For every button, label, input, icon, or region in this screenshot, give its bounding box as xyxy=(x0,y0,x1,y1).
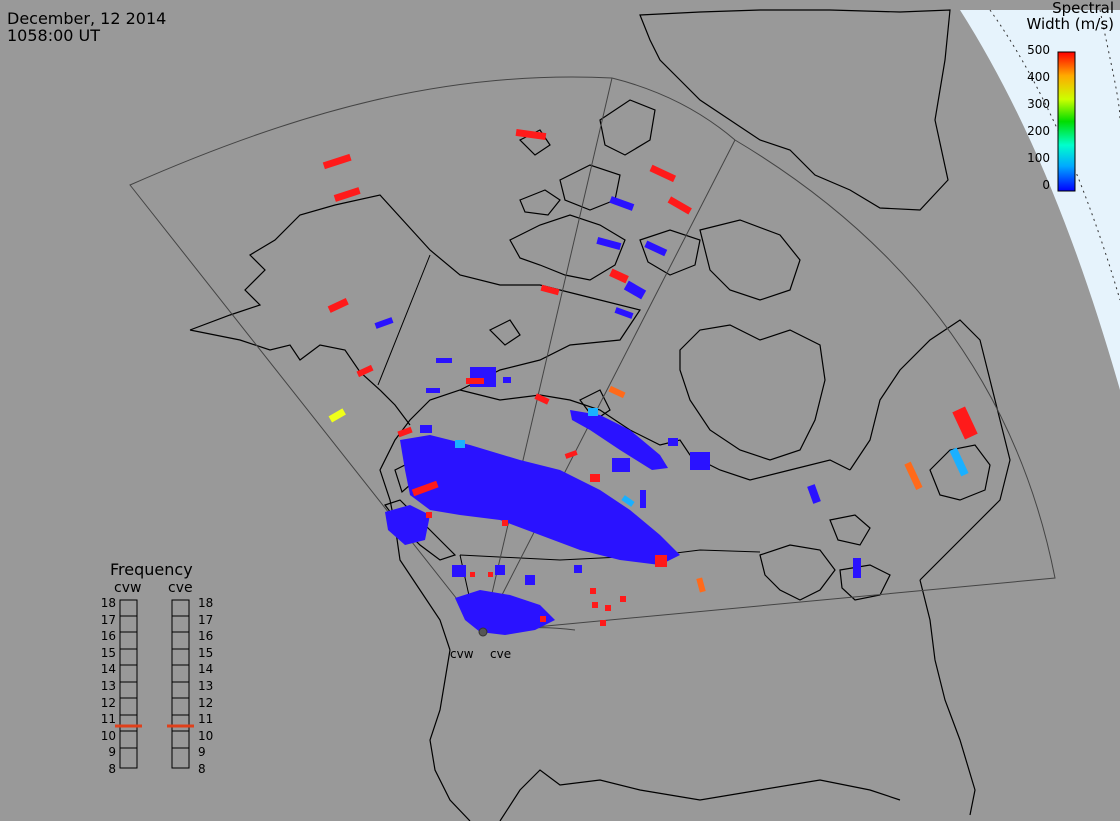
timestamp-header: December, 12 2014 1058:00 UT xyxy=(7,10,166,44)
frequency-tick-left: 18 xyxy=(100,596,116,610)
colorbar-tick: 100 xyxy=(1027,151,1050,165)
colorbar-tick: 300 xyxy=(1027,97,1050,111)
colorbar-title-line1: Spectral xyxy=(1052,0,1114,17)
frequency-tick-left: 14 xyxy=(100,662,116,677)
frequency-tick-right: 18 xyxy=(198,596,214,610)
backscatter-cells-lightblue xyxy=(455,408,969,507)
backscatter-cells-red xyxy=(322,128,978,626)
frequency-tick-left: 9 xyxy=(108,745,116,760)
frequency-tick-right: 11 xyxy=(198,712,214,727)
frequency-tick-left: 15 xyxy=(100,645,116,660)
colorbar-tick: 400 xyxy=(1027,70,1050,84)
frequency-tick-left: 13 xyxy=(100,679,116,693)
frequency-tick-right: 8 xyxy=(198,762,206,776)
frequency-tick-right: 16 xyxy=(198,629,214,644)
frequency-tick-right: 17 xyxy=(198,612,214,627)
radar-site-marker xyxy=(478,627,488,637)
colorbar-title-line2: Width (m/s) xyxy=(1026,15,1114,33)
frequency-tick-right: 9 xyxy=(198,745,206,760)
backscatter-cells xyxy=(374,196,861,635)
frequency-tick-right: 14 xyxy=(198,662,214,677)
backscatter-cells-orange xyxy=(608,385,923,593)
frequency-tick-right: 12 xyxy=(198,695,214,710)
frequency-tick-right: 15 xyxy=(198,645,214,660)
radar-site-label-cvw: cvw xyxy=(450,647,474,661)
frequency-tick-left: 10 xyxy=(100,728,116,743)
frequency-meters xyxy=(119,599,190,769)
frequency-tick-left: 12 xyxy=(100,695,116,710)
frequency-tick-left: 17 xyxy=(100,612,116,627)
colorbar-tick: 500 xyxy=(1027,43,1050,57)
frequency-radar-label-cvw: cvw xyxy=(114,580,142,596)
frequency-tick-left: 11 xyxy=(100,712,116,727)
colorbar-title: Spectral Width (m/s) xyxy=(1014,0,1114,32)
frequency-tick-left: 16 xyxy=(100,629,116,644)
radar-site-label-cve: cve xyxy=(490,647,512,661)
colorbar-tick: 200 xyxy=(1027,124,1050,138)
time-label: 1058:00 UT xyxy=(7,26,101,45)
frequency-tick-right: 13 xyxy=(198,679,214,693)
colorbar-tick: 0 xyxy=(1042,178,1050,192)
coastlines xyxy=(189,9,1011,821)
backscatter-cell-yellow xyxy=(328,408,346,423)
frequency-tick-right: 10 xyxy=(198,728,214,743)
frequency-tick-left: 8 xyxy=(108,762,116,776)
space-region xyxy=(960,10,1120,390)
radar-fov-outlines xyxy=(129,76,1056,633)
date-label: December, 12 2014 xyxy=(7,9,167,28)
horizon-dashed-arc-2 xyxy=(1099,9,1120,121)
spectral-width-colorbar xyxy=(1057,51,1076,192)
frequency-title: Frequency xyxy=(110,560,193,579)
frequency-radar-label-cve: cve xyxy=(168,580,193,596)
